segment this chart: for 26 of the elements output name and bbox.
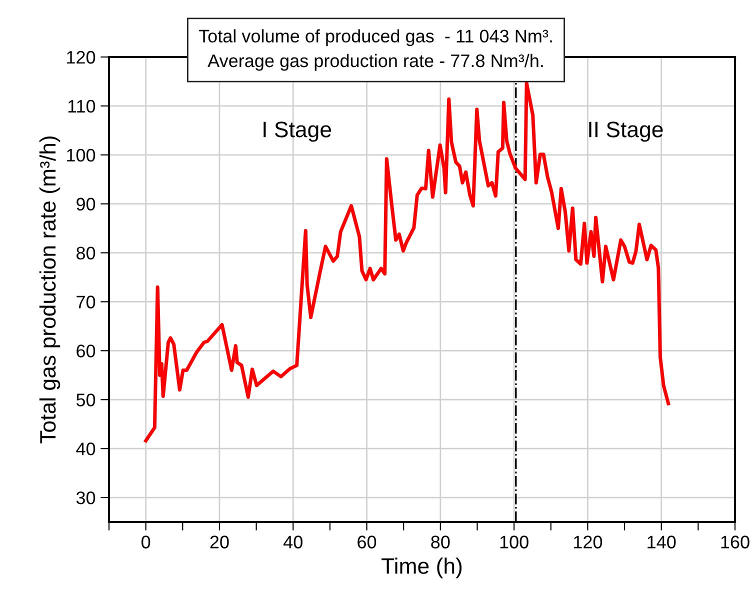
y-tick-label: 70 xyxy=(76,296,96,308)
annotation: Average gas production rate - 77.8 Nm³/h. xyxy=(208,54,543,71)
y-tick-label: 110 xyxy=(68,100,96,113)
y-tick-label: 80 xyxy=(76,246,96,260)
x-tick-label: 80 xyxy=(431,536,450,548)
x-tick-label: 20 xyxy=(210,536,229,548)
annotation: I Stage xyxy=(264,122,332,142)
y-tick-label: 50 xyxy=(76,394,96,406)
text: Total volume of produced gas - 11 043 Nm³. xyxy=(198,29,552,46)
x-tick-label: 100 xyxy=(500,536,528,548)
x-tick-label: 120 xyxy=(574,536,602,548)
x-tick-label: 40 xyxy=(283,536,302,548)
y-tick-label: 40 xyxy=(76,442,96,456)
y-tick-label: 120 xyxy=(67,50,96,64)
y-tick-label: 90 xyxy=(76,198,96,211)
y-tick-label: 100 xyxy=(67,148,96,162)
x-tick-label: 140 xyxy=(648,536,676,548)
x-tick-label: 60 xyxy=(358,536,376,548)
annotation: II Stage xyxy=(589,122,663,142)
line-series xyxy=(144,81,670,442)
x-tick-label: 160 xyxy=(721,536,750,548)
y-tick-label: 30 xyxy=(76,491,96,504)
y-axis-title: Total gas production rate (m³/h) xyxy=(39,136,60,444)
x-tick-label: 0 xyxy=(142,536,150,548)
y-tick-label: 60 xyxy=(76,344,96,358)
x-axis-title: Time (h) xyxy=(382,558,462,578)
